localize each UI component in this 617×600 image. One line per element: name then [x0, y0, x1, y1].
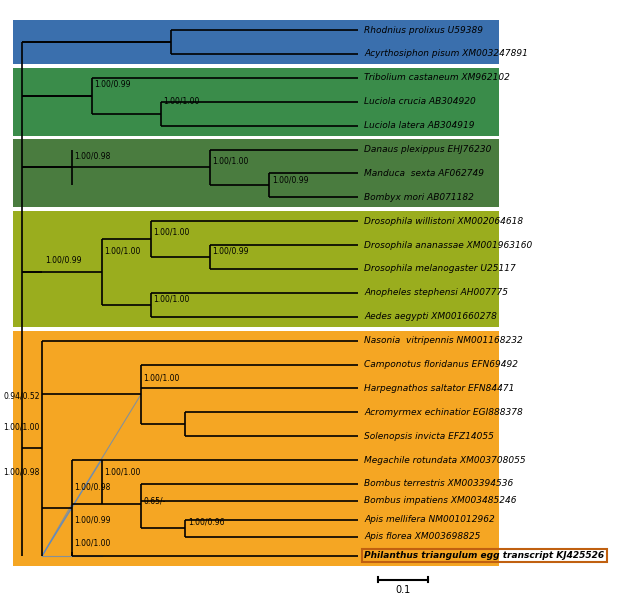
Text: 0.94/0.52: 0.94/0.52	[3, 391, 39, 400]
Text: Luciola latera AB304919: Luciola latera AB304919	[364, 121, 475, 130]
Text: Solenopsis invicta EFZ14055: Solenopsis invicta EFZ14055	[364, 431, 494, 440]
Bar	[12, 68, 499, 136]
Text: 1.00/1.00: 1.00/1.00	[154, 227, 190, 236]
Text: Manduca  sexta AF062749: Manduca sexta AF062749	[364, 169, 484, 178]
Text: Harpegnathos saltator EFN84471: Harpegnathos saltator EFN84471	[364, 384, 515, 393]
Text: Anopheles stephensi AH007775: Anopheles stephensi AH007775	[364, 289, 508, 298]
Bar	[12, 211, 499, 327]
Text: Megachile rotundata XM003708055: Megachile rotundata XM003708055	[364, 455, 526, 464]
Text: Hymenoptera: Hymenoptera	[501, 417, 510, 479]
Text: 1.00/0.99: 1.00/0.99	[44, 255, 81, 264]
Text: 1.00/0.98: 1.00/0.98	[3, 468, 39, 477]
Text: Camponotus floridanus EFN69492: Camponotus floridanus EFN69492	[364, 360, 518, 369]
Text: 0.1: 0.1	[395, 586, 410, 595]
Text: 1.00/1.00: 1.00/1.00	[104, 247, 140, 256]
Text: 1.00/0.98: 1.00/0.98	[74, 482, 110, 491]
Text: 1.00/0.96: 1.00/0.96	[188, 518, 225, 527]
Text: Lepidoptera: Lepidoptera	[501, 146, 510, 200]
Text: Tribolium castaneum XM962102: Tribolium castaneum XM962102	[364, 73, 510, 82]
Text: 1.00/0.98: 1.00/0.98	[74, 151, 110, 160]
Text: Diptera: Diptera	[501, 252, 510, 286]
Text: Luciola crucia AB304920: Luciola crucia AB304920	[364, 97, 476, 106]
Text: 1.00/0.99: 1.00/0.99	[213, 247, 249, 256]
Text: Rhodnius prolixus U59389: Rhodnius prolixus U59389	[364, 26, 483, 35]
Text: Aedes aegypti XM001660278: Aedes aegypti XM001660278	[364, 312, 497, 321]
Text: 1.00/0.99: 1.00/0.99	[74, 515, 111, 524]
Text: Danaus plexippus EHJ76230: Danaus plexippus EHJ76230	[364, 145, 492, 154]
Text: 1.00/1.00: 1.00/1.00	[154, 295, 190, 304]
Text: Bombyx mori AB071182: Bombyx mori AB071182	[364, 193, 474, 202]
Text: Apis florea XM003698825: Apis florea XM003698825	[364, 532, 481, 541]
Bar	[12, 331, 499, 566]
Text: 1.00/1.00: 1.00/1.00	[3, 422, 39, 431]
Text: Drosophila melanogaster U25117: Drosophila melanogaster U25117	[364, 265, 516, 274]
Text: Acyrthosiphon pisum XM003247891: Acyrthosiphon pisum XM003247891	[364, 49, 528, 58]
Text: Drosophila ananassae XM001963160: Drosophila ananassae XM001963160	[364, 241, 532, 250]
Text: Apis mellifera NM001012962: Apis mellifera NM001012962	[364, 515, 495, 524]
Text: 1.00/1.00: 1.00/1.00	[213, 156, 249, 165]
Text: 1.00/1.00: 1.00/1.00	[164, 97, 200, 106]
Text: Nasonia  vitripennis NM001168232: Nasonia vitripennis NM001168232	[364, 336, 523, 345]
Text: Bombus terrestris XM003394536: Bombus terrestris XM003394536	[364, 479, 513, 488]
Text: Philanthus triangulum egg transcript KJ425526: Philanthus triangulum egg transcript KJ4…	[364, 551, 605, 560]
Text: 1.00/1.00: 1.00/1.00	[144, 373, 180, 382]
Text: Coleoptera: Coleoptera	[501, 77, 510, 127]
Text: 1.00/0.99: 1.00/0.99	[272, 175, 308, 184]
Text: Acromyrmex echinatior EGI888378: Acromyrmex echinatior EGI888378	[364, 408, 523, 417]
Text: Drosophila willistoni XM002064618: Drosophila willistoni XM002064618	[364, 217, 523, 226]
Text: 1.00/0.99: 1.00/0.99	[94, 80, 131, 89]
Text: 1.00/1.00: 1.00/1.00	[104, 468, 140, 477]
Text: 0.65/-: 0.65/-	[144, 496, 166, 505]
Text: Hemiptera: Hemiptera	[501, 18, 510, 66]
Bar	[12, 139, 499, 208]
Text: 1.00/1.00: 1.00/1.00	[74, 538, 110, 547]
Text: Bombus impatiens XM003485246: Bombus impatiens XM003485246	[364, 496, 517, 505]
Bar	[12, 20, 499, 64]
